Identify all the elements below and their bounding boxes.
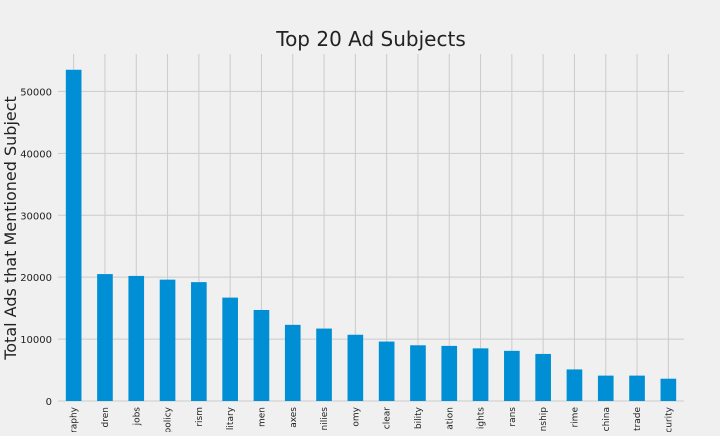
y-tick-label: 10000: [20, 335, 52, 346]
x-tick-label: ights: [477, 407, 487, 429]
bar: [253, 309, 270, 401]
x-tick-label: jobs: [132, 407, 142, 427]
x-axis-ticks: raphy dren jobs policy rism litary men axes nili…: [70, 406, 675, 433]
x-tick-label: china: [602, 407, 612, 431]
bar: [566, 369, 583, 401]
bar: [597, 375, 614, 401]
bar: [441, 345, 458, 401]
bar: [191, 282, 207, 401]
x-tick-label: policy: [164, 406, 174, 432]
y-tick-label: 20000: [20, 273, 52, 284]
x-tick-label: curity: [664, 406, 674, 432]
bar: [284, 324, 301, 401]
x-tick-label: omy: [351, 406, 361, 426]
bar: [504, 350, 520, 401]
bar: [410, 345, 426, 401]
bar: [65, 69, 82, 401]
x-tick-label: ation: [445, 407, 455, 430]
y-tick-label: 40000: [20, 149, 52, 160]
bar: [629, 375, 645, 401]
y-tick-label: 30000: [20, 211, 52, 222]
bar: [316, 328, 332, 401]
bar: [128, 275, 145, 401]
x-tick-label: axes: [289, 407, 299, 428]
x-tick-label: men: [257, 407, 267, 427]
x-tick-label: litary: [226, 406, 236, 430]
bar: [535, 353, 551, 401]
bar: [472, 348, 489, 401]
bar: [222, 297, 238, 401]
x-tick-label: raphy: [70, 406, 80, 432]
x-tick-label: nilies: [320, 407, 330, 431]
y-tick-label: 0: [46, 397, 52, 408]
y-axis-label: Total Ads that Mentioned Subject: [1, 96, 20, 361]
bar: [97, 274, 113, 401]
x-tick-label: bility: [414, 406, 424, 429]
x-tick-label: rism: [195, 407, 205, 427]
x-tick-label: rime: [570, 407, 580, 428]
chart-title: Top 20 Ad Subjects: [275, 27, 465, 51]
y-axis-ticks: 0 10000 20000 30000 40000 50000: [20, 87, 52, 408]
bar: [660, 378, 677, 401]
bar: [159, 279, 176, 401]
x-tick-label: rans: [508, 407, 518, 427]
x-tick-label: clear: [383, 407, 393, 430]
y-tick-label: 50000: [20, 87, 52, 98]
grid: [58, 54, 684, 402]
bar: [378, 341, 395, 401]
x-tick-label: trade: [633, 407, 643, 431]
bars: [65, 69, 677, 401]
bar: [347, 334, 364, 401]
x-tick-label: dren: [101, 407, 111, 427]
x-tick-label: nship: [539, 407, 549, 432]
